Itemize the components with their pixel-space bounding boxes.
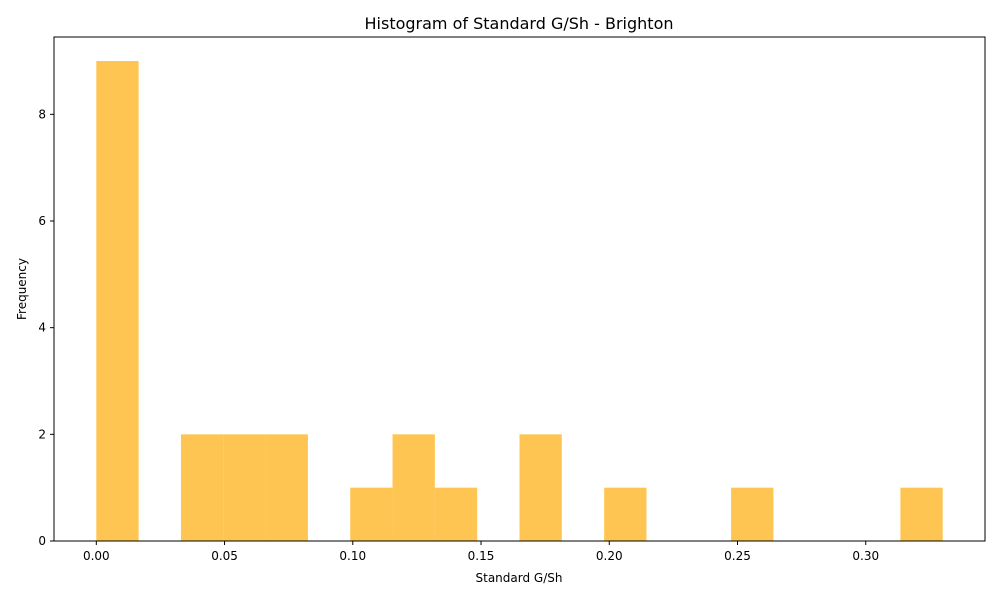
x-tick-label: 0.30 <box>852 549 879 563</box>
x-tick-label: 0.20 <box>596 549 623 563</box>
y-axis-label: Frequency <box>15 258 29 320</box>
chart-title: Histogram of Standard G/Sh - Brighton <box>365 14 674 33</box>
histogram-bar <box>900 487 943 541</box>
histogram-bar <box>434 487 478 541</box>
x-tick-label: 0.10 <box>339 549 366 563</box>
y-tick-label: 8 <box>38 107 46 121</box>
histogram-bar <box>392 434 435 541</box>
y-axis-ticks: 0 2 4 6 8 <box>38 107 54 548</box>
y-tick-label: 4 <box>38 321 46 335</box>
histogram-bar <box>96 61 139 541</box>
histogram-bar <box>731 487 774 541</box>
plot-frame <box>53 36 986 542</box>
histogram-bar <box>180 434 224 541</box>
histogram-bar <box>350 487 393 541</box>
histogram-bar <box>604 487 647 541</box>
histogram-bar <box>265 434 308 541</box>
x-tick-label: 0.25 <box>724 549 751 563</box>
x-tick-label: 0.00 <box>83 549 110 563</box>
x-axis-label: Standard G/Sh <box>476 571 563 585</box>
x-tick-label: 0.05 <box>211 549 238 563</box>
axes-group <box>53 36 986 542</box>
histogram-bar <box>519 434 562 541</box>
bars-group <box>96 61 943 541</box>
histogram-bar <box>223 434 266 541</box>
y-tick-label: 2 <box>38 427 46 441</box>
x-tick-label: 0.15 <box>468 549 495 563</box>
y-tick-label: 0 <box>38 534 46 548</box>
x-axis-ticks: 0.00 0.05 0.10 0.15 0.20 0.25 0.30 <box>83 541 879 563</box>
y-tick-label: 6 <box>38 214 46 228</box>
